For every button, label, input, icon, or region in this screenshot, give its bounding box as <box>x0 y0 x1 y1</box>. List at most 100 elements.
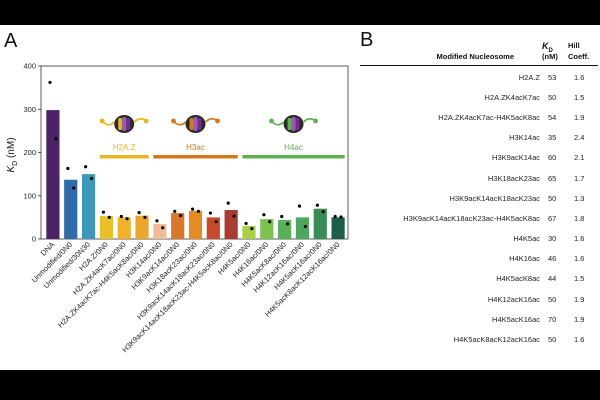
cell-kd: 70 <box>548 314 557 324</box>
cell-hill: 1.9 <box>574 294 585 304</box>
group-bar-H4ac <box>242 155 345 159</box>
table-row: H4K16ac 46 1.6 <box>360 249 598 269</box>
cell-kd: 35 <box>548 133 557 143</box>
header-kd: KD <box>542 41 553 54</box>
cell-nucleosome: H2A.Z <box>518 72 540 82</box>
cell-kd: 54 <box>548 112 557 122</box>
header-hill: Hill <box>568 41 580 50</box>
bar-H4K5acK8acK12acK16ac/0N0 <box>331 217 345 239</box>
kd-table: H2A.Z 53 1.6 H2A.ZK4acK7ac 50 1.5 H2A.ZK4acK7a… <box>360 67 598 350</box>
nucleosome-icon-histone <box>287 118 292 130</box>
cell-hill: 1.9 <box>574 314 585 324</box>
data-point <box>84 165 88 169</box>
cell-nucleosome: H3K9acK14acK18acK23ac <box>449 193 540 203</box>
bar-Unmodified/30N30 <box>81 174 96 239</box>
cell-nucleosome: H4K12acK16ac <box>487 294 540 304</box>
bar-H4K16ac/0N0 <box>260 219 274 239</box>
table-row: H3K9acK14acK18acK23ac-H4K5acK8ac 67 1.8 <box>360 208 598 228</box>
cell-kd: 60 <box>548 153 557 163</box>
group-label-H2A.Z: H2A.Z <box>113 143 136 152</box>
cell-kd: 30 <box>548 234 557 244</box>
figure: A KD (nM) 0 100 200 300 400 DNA Unmodified/0N0… <box>0 25 600 370</box>
nucleosome-icon-histone <box>193 117 198 131</box>
data-point <box>232 214 236 218</box>
data-point <box>214 220 218 224</box>
cell-kd: 44 <box>548 274 557 284</box>
table-row: H2A.ZK4acK7ac 50 1.5 <box>360 87 598 107</box>
group-bar-H3ac <box>153 155 238 159</box>
cell-hill: 1.3 <box>574 193 585 203</box>
data-point <box>297 204 302 208</box>
cell-hill: 1.6 <box>574 72 585 82</box>
y-tick-label: 200 <box>23 148 36 157</box>
cell-kd: 46 <box>548 254 557 264</box>
table-row: H4K5acK8acK12acK16ac 50 1.6 <box>360 329 598 349</box>
cell-hill: 2.1 <box>574 153 585 163</box>
data-point <box>285 222 290 226</box>
table-row: H4K12acK16ac 50 1.9 <box>360 289 598 309</box>
bar-H2A.Z/0N0 <box>99 216 113 239</box>
data-point <box>303 224 307 229</box>
data-point <box>196 209 201 213</box>
table-row: H2A.Z 53 1.6 <box>360 67 598 87</box>
data-point <box>244 221 248 226</box>
data-point <box>89 176 94 181</box>
y-tick-label: 0 <box>32 235 36 244</box>
cell-nucleosome: H4K5ac <box>513 234 540 244</box>
nucleosome-icon-bead-right <box>313 118 318 124</box>
nucleosome-icon-histone <box>189 118 194 130</box>
bar-chart: A KD (nM) 0100200300400DNAUnmodified/0N0… <box>4 30 349 354</box>
data-point <box>107 215 111 219</box>
bar-H4K5acK16ac/0N0 <box>313 208 327 239</box>
cell-nucleosome: H3K14ac <box>509 133 540 143</box>
header-nucleosome: Modified Nucleosome <box>436 52 514 61</box>
group-label-H4ac: H4ac <box>284 143 303 152</box>
nucleosome-icon-histone <box>118 118 123 130</box>
nucleosome-icon-histone <box>291 117 296 131</box>
data-point <box>321 210 325 214</box>
cell-nucleosome: H3K9acK14acK18acK23ac-H4K5acK8ac <box>403 213 540 223</box>
data-point <box>143 215 147 219</box>
nucleosome-icon-histone <box>122 117 127 131</box>
cell-kd: 50 <box>548 335 557 345</box>
data-point <box>190 207 195 211</box>
cell-hill: 1.6 <box>574 254 585 264</box>
bar-Unmodified/0N0 <box>64 179 78 239</box>
bar-H3K18acK23ac/0N0 <box>188 210 203 239</box>
data-point <box>125 217 129 221</box>
cell-hill: 1.9 <box>574 112 585 122</box>
cell-nucleosome: H4K16ac <box>509 254 540 264</box>
cell-kd: 65 <box>548 173 557 183</box>
nucleosome-icon-histone <box>126 118 131 130</box>
bar-H4K5acK8ac/0N0 <box>278 219 292 239</box>
data-point <box>54 137 58 141</box>
data-point <box>66 166 70 171</box>
data-point <box>226 201 230 205</box>
nucleosome-icon-histone <box>197 118 202 130</box>
cell-hill: 1.8 <box>574 213 585 223</box>
table-row: H4K5acK8ac 44 1.5 <box>360 269 598 289</box>
nucleosome-icon-bead-right <box>143 118 149 124</box>
data-point <box>208 211 213 215</box>
nucleosome-icon-bead-left <box>171 118 176 124</box>
group-label-H3ac: H3ac <box>186 143 205 152</box>
nucleosome-icon-histone <box>295 118 300 130</box>
panel-letter-b: B <box>360 29 374 51</box>
data-point <box>268 220 272 224</box>
table-header: Modified Nucleosome KD (nM) Hill Coeff. <box>360 39 598 66</box>
data-point <box>280 214 284 219</box>
bar-H3K9acK14ac/0N0 <box>171 213 185 239</box>
y-tick-label: 300 <box>23 105 36 114</box>
y-tick-label: 400 <box>23 62 36 71</box>
table-row: H3K14ac 35 2.4 <box>360 128 598 148</box>
table-row: H2A.ZK4acK7ac-H4K5acK8ac 54 1.9 <box>360 107 598 127</box>
cell-nucleosome: H2A.ZK4acK7ac <box>484 92 540 102</box>
cell-nucleosome: H4K5acK16ac <box>492 314 540 324</box>
cell-kd: 50 <box>548 92 557 102</box>
cell-kd: 67 <box>548 213 557 223</box>
cell-kd: 53 <box>548 72 557 82</box>
table-row: H3K9acK14ac 60 2.1 <box>360 148 598 168</box>
nucleosome-icon-bead-left <box>99 118 105 124</box>
cell-kd: 50 <box>548 294 557 304</box>
cell-nucleosome: H3K9acK14ac <box>492 153 540 163</box>
